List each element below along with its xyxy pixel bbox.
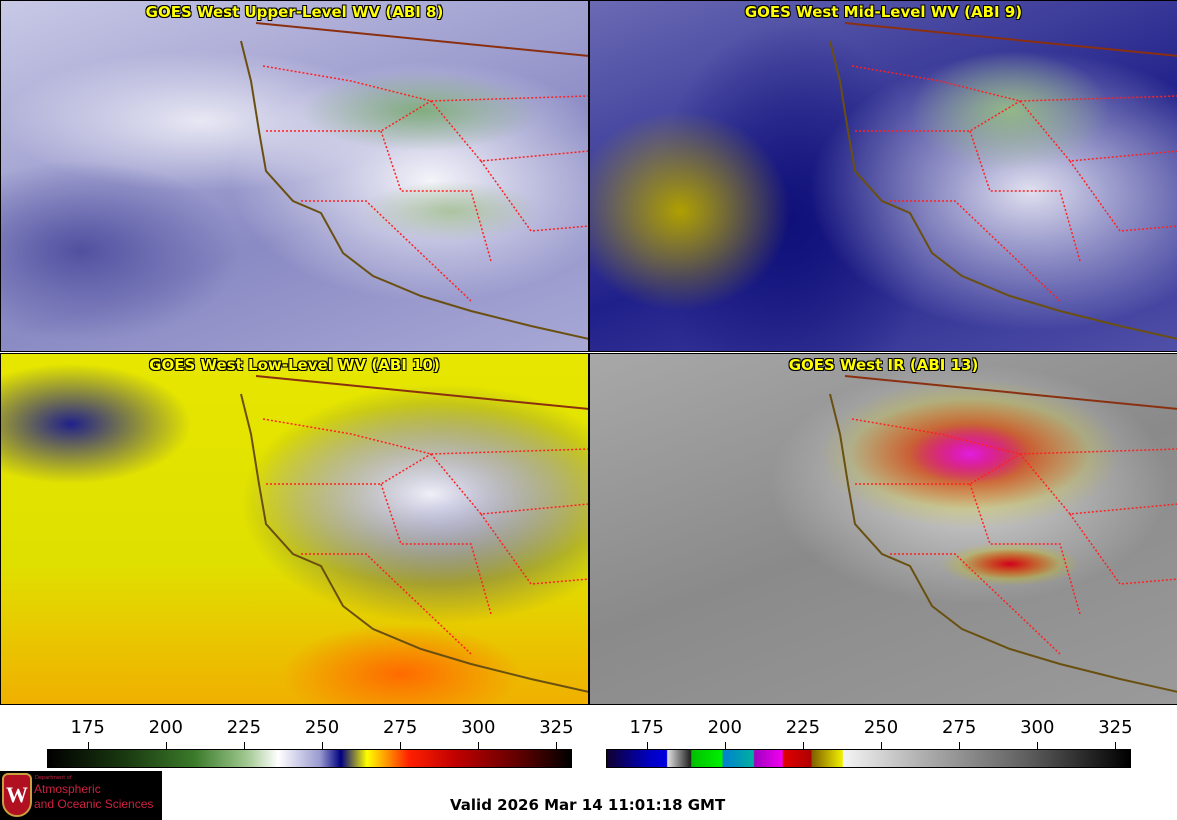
colorbar-tick-label: 250 bbox=[863, 717, 899, 738]
colorbar-tick-label: 325 bbox=[1098, 717, 1133, 738]
logo-line2: Atmospheric bbox=[34, 782, 101, 796]
colorbar-tick-label: 175 bbox=[70, 717, 105, 738]
colorbar-tick bbox=[724, 742, 726, 749]
panel-upper-level-wv: GOES West Upper-Level WV (ABI 8) bbox=[0, 0, 589, 352]
colorbar-tick bbox=[959, 742, 961, 749]
colorbar-tick bbox=[556, 742, 558, 749]
colorbar-tick-label: 300 bbox=[1020, 717, 1055, 738]
colorbar-tick bbox=[87, 742, 89, 749]
map-overlay bbox=[829, 22, 1177, 340]
panel-low-level-wv: GOES West Low-Level WV (ABI 10) bbox=[0, 353, 589, 705]
colorbar-tick-label: 225 bbox=[226, 717, 262, 738]
colorbar-tick-label: 325 bbox=[539, 717, 574, 738]
colorbar-tick-label: 200 bbox=[148, 717, 183, 738]
wv-colorbar bbox=[47, 749, 572, 768]
colorbar-tick-label: 275 bbox=[941, 717, 977, 738]
logo-line3: and Oceanic Sciences bbox=[34, 797, 154, 811]
panel-title: GOES West IR (ABI 13) bbox=[788, 356, 979, 374]
colorbar-tick bbox=[646, 742, 648, 749]
colorbar-tick-label: 250 bbox=[304, 717, 340, 738]
colorbar-tick bbox=[881, 742, 882, 749]
colorbar-tick bbox=[478, 742, 480, 749]
ir-colorbar bbox=[606, 749, 1131, 768]
colorbar-tick-label: 275 bbox=[382, 717, 418, 738]
uw-crest-icon: W bbox=[2, 773, 32, 817]
map-overlay bbox=[829, 375, 1177, 693]
panel-ir: GOES West IR (ABI 13) bbox=[589, 353, 1177, 705]
colorbar-tick bbox=[243, 742, 245, 749]
colorbar-tick bbox=[802, 742, 804, 749]
colorbar-tick-label: 300 bbox=[461, 717, 496, 738]
panel-title: GOES West Low-Level WV (ABI 10) bbox=[149, 356, 440, 374]
colorbar-tick bbox=[1115, 742, 1117, 749]
colorbar-tick bbox=[165, 742, 167, 749]
panel-title: GOES West Mid-Level WV (ABI 9) bbox=[744, 3, 1023, 21]
colorbar-tick bbox=[322, 742, 323, 749]
logo-line1: Department of bbox=[35, 775, 72, 781]
panel-title: GOES West Upper-Level WV (ABI 8) bbox=[145, 3, 444, 21]
map-overlay bbox=[240, 22, 588, 340]
colorbar-tick-label: 225 bbox=[785, 717, 821, 738]
aos-logo: W Department of Atmospheric and Oceanic … bbox=[0, 771, 162, 820]
panel-mid-level-wv: GOES West Mid-Level WV (ABI 9) bbox=[589, 0, 1177, 352]
colorbar-tick bbox=[1037, 742, 1039, 749]
colorbar-tick-label: 175 bbox=[629, 717, 664, 738]
valid-time: Valid 2026 Mar 14 11:01:18 GMT bbox=[450, 796, 726, 814]
colorbar-tick bbox=[400, 742, 402, 749]
map-overlay bbox=[240, 375, 588, 693]
colorbar-tick-label: 200 bbox=[707, 717, 742, 738]
